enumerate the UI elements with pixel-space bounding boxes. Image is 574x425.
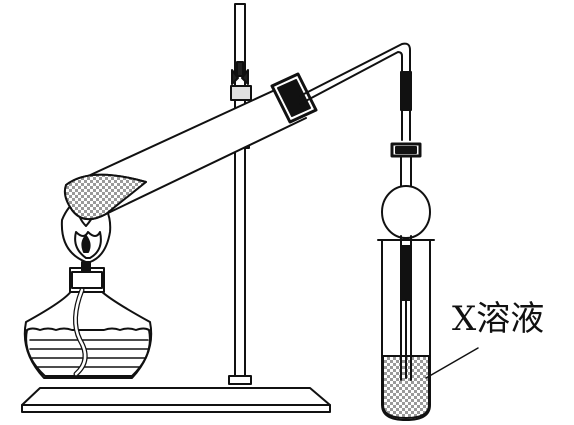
x-solution-label: X溶液 [452,299,545,339]
stopper [270,72,318,124]
bulb-tube [381,142,431,381]
stand-base [21,387,331,413]
alcohol-lamp [23,261,153,379]
delivery-tube [299,42,412,141]
label-leader-line [425,347,479,379]
stand-rod [228,3,252,385]
heated-test-tube [63,83,307,221]
